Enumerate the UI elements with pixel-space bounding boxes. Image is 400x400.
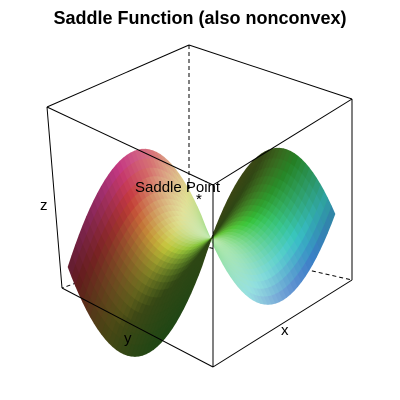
box-edge-top-back-left xyxy=(46,44,190,108)
box-edge-top-front-right xyxy=(212,98,353,186)
box-visible-edges xyxy=(46,44,353,368)
saddle-point-marker: * xyxy=(196,191,202,208)
surface xyxy=(67,147,336,357)
box-edge-top-front-left xyxy=(46,106,214,186)
surface-facet xyxy=(197,254,206,276)
box-edge-left-vertical xyxy=(46,106,63,289)
saddle-point-label: Saddle Point xyxy=(135,179,221,196)
chart-title: Saddle Function (also nonconvex) xyxy=(53,8,346,28)
z-axis-label: z xyxy=(40,197,48,214)
y-axis-label: y xyxy=(124,330,132,347)
box-edge-bottom-front-right xyxy=(212,279,353,368)
x-axis-label: x xyxy=(281,322,289,339)
box-edge-top-back-right xyxy=(188,44,353,100)
box-edge-bottom-front-left xyxy=(61,287,214,368)
